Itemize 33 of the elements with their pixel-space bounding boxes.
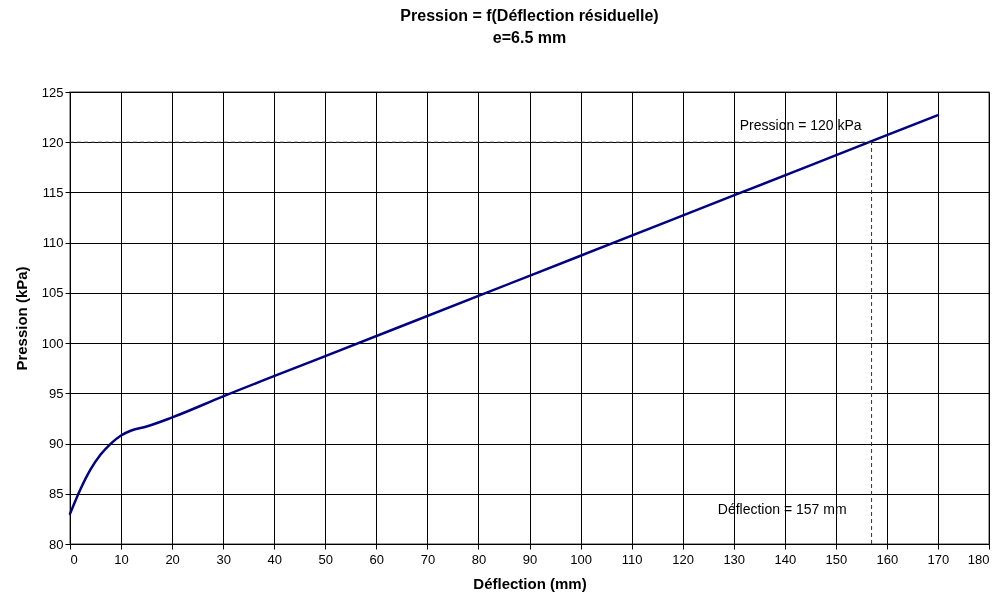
x-tick-label: 0 [70,551,78,567]
x-tick-label: 30 [216,551,231,567]
y-axis-title: Pression (kPa) [12,266,30,371]
x-tick-label: 40 [267,551,282,567]
y-tick-label: 100 [41,335,64,351]
x-axis-title: Déflection (mm) [473,574,587,592]
x-tick-label: 50 [318,551,334,567]
x-tick-label: 60 [369,551,385,567]
y-tick-label: 90 [49,436,64,452]
x-tick-label: 130 [723,551,746,567]
y-tick-label: 110 [42,235,64,251]
x-tick-label: 80 [471,551,487,567]
y-tick-label: 80 [49,536,64,552]
y-tick-label: 95 [49,385,64,401]
x-tick-label: 20 [165,551,180,567]
x-tick-label: 180 [967,551,990,567]
x-tick-label: 150 [825,551,848,567]
x-tick-label: 120 [672,551,695,567]
y-tick-label: 115 [42,184,64,200]
chart-subtitle: e=6.5 mm [492,29,567,46]
x-tick-label: 160 [876,551,899,567]
y-tick-label: 85 [49,486,64,502]
y-tick-label: 125 [41,84,64,100]
x-tick-label: 10 [114,551,129,567]
y-tick-label: 120 [41,134,64,150]
chart-title: Pression = f(Déflection résiduelle) [400,7,659,24]
x-tick-label: 100 [570,551,592,567]
x-tick-label: 110 [621,551,643,567]
x-tick-label: 70 [420,551,436,567]
y-tick-label: 105 [41,285,64,301]
x-tick-label: 90 [522,551,538,567]
x-tick-label: 140 [774,551,797,567]
x-tick-label: 170 [927,551,950,567]
